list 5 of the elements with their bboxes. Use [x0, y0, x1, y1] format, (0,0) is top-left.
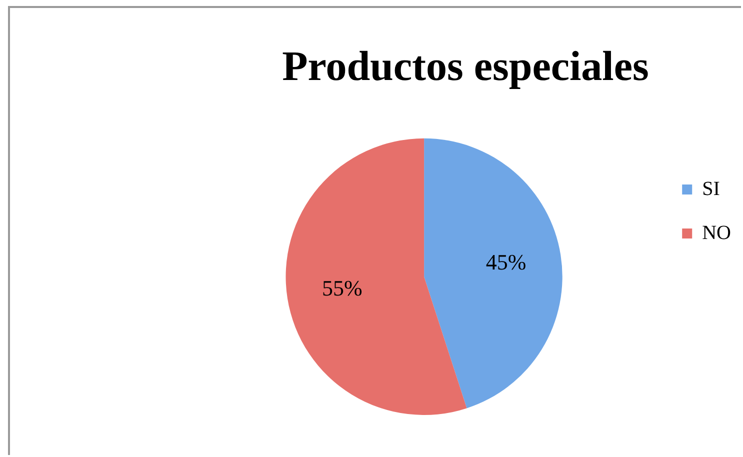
legend-label: SI	[702, 178, 720, 200]
data-label: 55%	[322, 275, 362, 300]
data-label: 45%	[486, 250, 526, 274]
chart-title: Productos especiales	[282, 44, 649, 90]
legend-label: NO	[702, 222, 732, 244]
